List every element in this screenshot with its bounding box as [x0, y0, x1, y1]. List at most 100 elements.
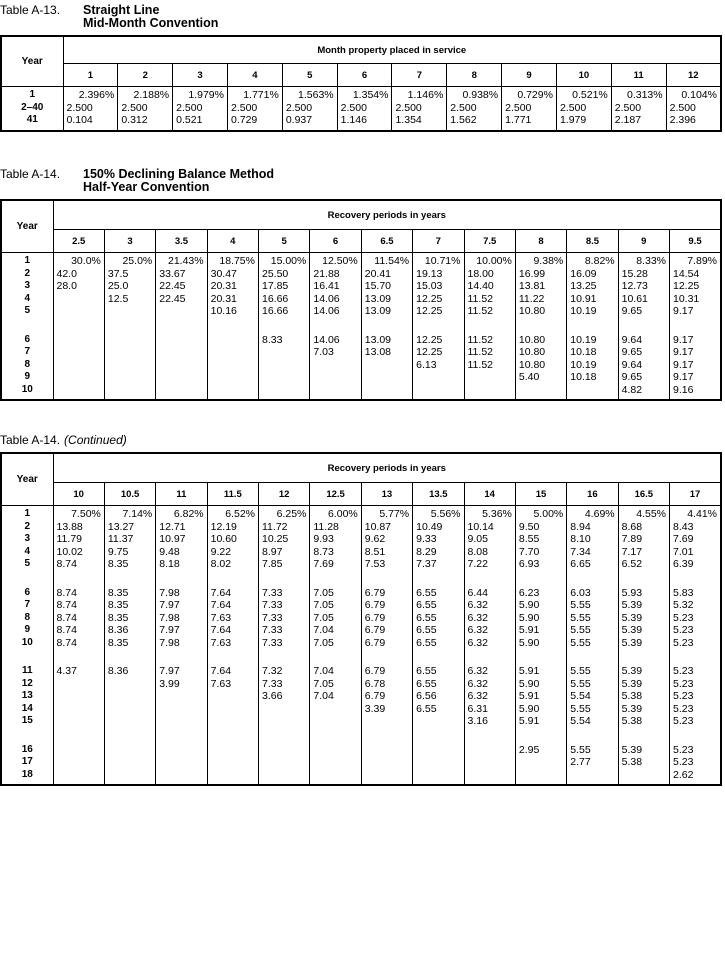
cell-value: 1.562	[450, 114, 477, 126]
row-gap	[156, 571, 206, 587]
row-gap	[670, 571, 720, 587]
cell-value: 7.63	[210, 611, 232, 624]
row-gap	[413, 649, 463, 665]
cell-value: 7.69	[313, 558, 334, 570]
column-header: 13	[360, 482, 414, 506]
cell-value: 7.05	[313, 677, 334, 690]
cell-value: 7.97	[159, 624, 180, 636]
cell-value: 5.90	[518, 677, 540, 690]
cell-value: 8.10	[570, 533, 591, 545]
row-gap	[516, 728, 566, 744]
cell-value: 9.17	[673, 346, 694, 358]
column-header: 6	[309, 229, 362, 253]
cell-value	[54, 359, 104, 372]
body-row: 1 2–40 41 2.396% 2.500 0.104 2.188% 2.500 0.312 1…	[0, 86, 722, 131]
cell-value: 7.05	[313, 599, 334, 611]
cell-value: 12.25	[416, 346, 443, 358]
table-title: Table A-14. 150% Declining Balance Method…	[0, 168, 723, 194]
row-gap	[619, 728, 669, 744]
cell-value: 11.37	[107, 533, 134, 545]
cell-value: 8.35	[107, 611, 129, 624]
value-column: 7.89% 14.54 12.25 10.31 9.17 9.17 9.17 9.17 9.17…	[669, 252, 722, 401]
cell-value: 20.31	[210, 280, 237, 292]
cell-value: 6.52	[621, 558, 643, 570]
value-column: 5.36% 10.14 9.05 8.08 7.22 6.44 6.32 6.32 6.32 6.…	[463, 505, 516, 786]
value-column: 10.00% 18.00 14.40 11.52 11.52 11.52 11.52 11.5…	[463, 252, 516, 401]
data-table: Year Month property placed in service 1 2 3 4…	[0, 35, 722, 132]
row-gap	[362, 649, 412, 665]
cell-value: 4.37	[56, 665, 77, 677]
cell-value: 8.43	[673, 520, 694, 533]
year-label: 4	[24, 292, 31, 304]
cell-value: 6.79	[364, 665, 386, 677]
row-gap	[259, 318, 309, 334]
value-column: 5.56% 10.49 9.33 8.29 7.37 6.55 6.55 6.55 6.55 6.…	[412, 505, 465, 786]
cell-value	[465, 384, 515, 397]
cell-value: 8.74	[56, 599, 77, 611]
cell-value	[413, 371, 463, 384]
row-gap	[105, 649, 155, 665]
cell-value: 2.500	[340, 101, 367, 114]
row-gap	[310, 649, 360, 665]
cell-value: 9.65	[621, 371, 643, 383]
header-row: Year Month property placed in service	[0, 35, 722, 87]
cell-value: 25.0%	[122, 255, 153, 267]
row-gap	[670, 728, 720, 744]
cell-value: 16.66	[262, 292, 289, 305]
column-header: 12.5	[309, 482, 362, 506]
cell-value: 8.33	[262, 333, 283, 346]
column-header: 1	[62, 63, 119, 87]
cell-value: 6.55	[416, 677, 437, 690]
cell-value: 11.79	[56, 533, 83, 545]
cell-value: 6.32	[467, 665, 488, 677]
value-column: 15.00% 25.50 17.85 16.66 16.66 8.33	[257, 252, 311, 401]
row-gap	[413, 318, 463, 334]
cell-value: 6.79	[364, 586, 386, 599]
year-label: 5	[24, 305, 31, 316]
cell-value: 7.33	[262, 677, 283, 690]
cell-value	[465, 756, 515, 769]
cell-value	[105, 346, 155, 359]
cell-value	[310, 359, 360, 372]
cell-value	[105, 305, 155, 318]
cell-value: 5.38	[621, 715, 643, 727]
cell-value	[208, 703, 258, 716]
cell-value: 8.94	[570, 520, 591, 533]
row-gap	[156, 649, 206, 665]
cell-value: 1.771%	[243, 89, 279, 101]
cell-value: 5.00%	[533, 508, 564, 520]
row-gap	[2, 318, 53, 334]
cell-value: 6.32	[467, 677, 488, 690]
cell-value: 0.313%	[626, 89, 663, 101]
cell-value	[156, 334, 206, 347]
cell-value	[259, 769, 309, 782]
cell-value: 10.16	[210, 305, 237, 317]
cell-value: 5.23	[673, 636, 694, 649]
cell-value: 0.521%	[572, 89, 608, 101]
cell-value: 10.80	[518, 305, 546, 317]
column-header: 4	[226, 63, 283, 87]
row-gap	[105, 318, 155, 334]
column-header: 10	[555, 63, 612, 87]
cell-value: 7.17	[621, 545, 643, 558]
cell-value: 11.22	[518, 292, 545, 305]
cell-value: 13.88	[56, 520, 83, 533]
cell-value	[156, 346, 206, 359]
cell-value: 12.25	[416, 305, 443, 317]
column-header: 8.5	[566, 229, 619, 253]
cell-value: 5.23	[673, 756, 694, 768]
cell-value	[105, 769, 155, 782]
cell-value: 11.52	[467, 305, 494, 317]
column-header: 11.5	[206, 482, 260, 506]
cell-value: 10.49	[416, 520, 443, 533]
cell-value: 7.97	[159, 599, 180, 611]
cell-value: 5.55	[570, 743, 591, 756]
cell-value: 20.31	[210, 292, 237, 305]
row-gap	[259, 728, 309, 744]
cell-value	[259, 703, 309, 716]
year-label: 9	[24, 624, 31, 635]
cell-value: 5.90	[518, 611, 540, 624]
cell-value: 16.09	[570, 267, 597, 280]
row-gap	[567, 318, 617, 334]
cell-value: 0.729%	[517, 89, 553, 101]
